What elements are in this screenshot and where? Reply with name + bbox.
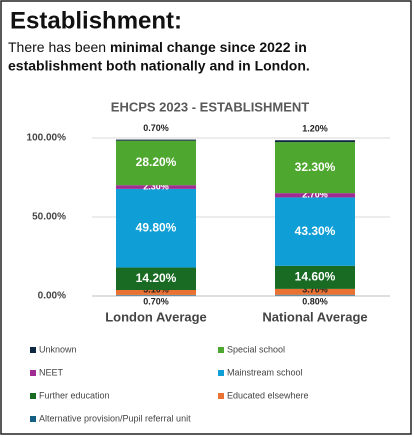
value-label: 1.20%	[302, 124, 328, 134]
bar-segment	[116, 188, 196, 268]
legend-label: Further education	[39, 390, 110, 400]
value-label: 0.80%	[302, 296, 328, 306]
legend-swatch	[218, 370, 224, 376]
value-label: 28.20%	[136, 155, 177, 169]
y-tick-label: 100.00%	[27, 133, 67, 144]
bar-segment	[275, 142, 355, 194]
bar-segment	[275, 140, 355, 143]
legend-label: Mainstream school	[227, 367, 303, 377]
bar-segment	[275, 294, 355, 296]
x-tick-label: National Average	[262, 309, 367, 324]
bar-segment	[116, 267, 196, 290]
value-label: 0.70%	[143, 296, 169, 306]
intro-bold: minimal change since 2022 in	[110, 39, 307, 55]
legend-label: Educated elsewhere	[227, 390, 309, 400]
bar-segment	[275, 197, 355, 266]
value-label: 2.30%	[143, 181, 169, 191]
y-tick-label: 0.00%	[38, 291, 66, 302]
heading: Establishment:	[10, 7, 182, 34]
y-tick-label: 50.00%	[32, 212, 66, 223]
value-label: 0.70%	[143, 123, 169, 133]
legend-swatch	[30, 370, 36, 376]
legend-label: NEET	[39, 367, 64, 377]
legend-swatch	[218, 393, 224, 399]
bar-segment	[116, 140, 196, 186]
legend-label: Unknown	[39, 344, 77, 354]
intro-bold: establishment both nationally and in Lon…	[8, 58, 310, 74]
bar-segment	[116, 289, 196, 295]
legend-label: Alternative provision/Pupil referral uni…	[39, 413, 191, 423]
bar-segment	[275, 288, 355, 295]
bar-segment	[116, 294, 196, 296]
value-label: 49.80%	[136, 220, 177, 234]
legend-swatch	[30, 347, 36, 353]
value-label: 14.20%	[136, 271, 177, 285]
legend-swatch	[30, 393, 36, 399]
bar-segment	[116, 139, 196, 141]
legend-swatch	[30, 416, 36, 422]
legend-swatch	[218, 347, 224, 353]
value-label: 43.30%	[295, 224, 336, 238]
x-tick-label: London Average	[105, 309, 207, 324]
chart-title: EHCPS 2023 - ESTABLISHMENT	[111, 99, 309, 114]
value-label: 32.30%	[295, 160, 336, 174]
bar-segment	[275, 265, 355, 289]
intro-text: There has been	[8, 39, 110, 55]
legend-label: Special school	[227, 344, 285, 354]
value-label: 2.70%	[302, 190, 328, 200]
value-label: 3.70%	[302, 284, 328, 294]
bar-segment	[275, 193, 355, 198]
intro-line: There has been minimal change since 2022…	[8, 39, 307, 55]
bar-segment	[116, 185, 196, 189]
value-label: 14.60%	[295, 270, 336, 284]
